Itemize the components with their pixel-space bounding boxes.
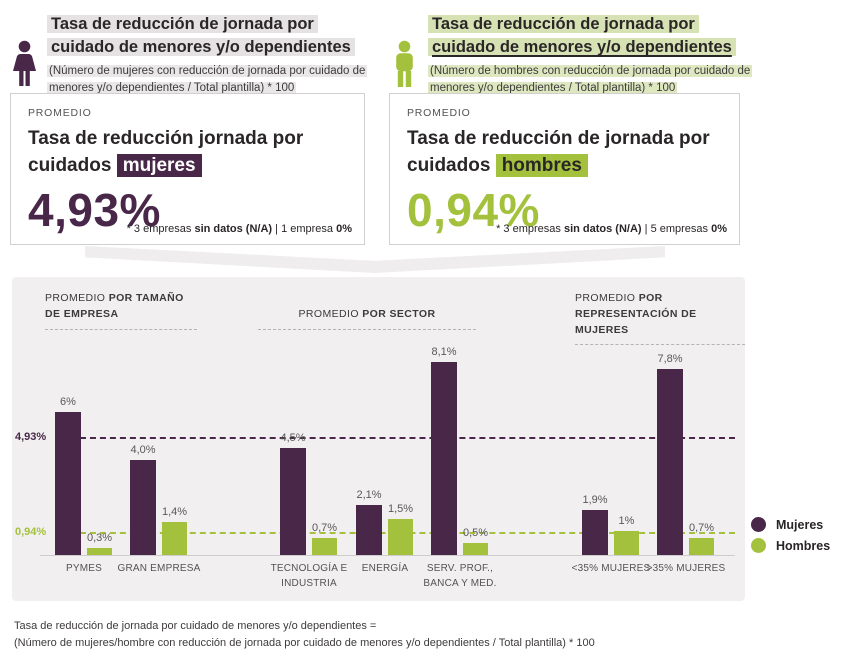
stat-label: PROMEDIO (28, 107, 92, 119)
legend: Mujeres Hombres (751, 517, 830, 559)
average-line-label: 4,93% (15, 431, 47, 443)
bar-mujeres (280, 448, 306, 555)
bar-hombres (614, 531, 639, 555)
group-header-tamano-empresa: PROMEDIO POR TAMAÑO DE EMPRESA (45, 291, 197, 330)
bar-value-label: 8,1% (431, 346, 457, 358)
category-label: ENERGÍA (361, 563, 409, 574)
stat-value-hombres: 0,94% (407, 183, 540, 236)
bar-value-label: 7,8% (657, 353, 683, 365)
stat-footnote: * 3 empresas sin datos (N/A) | 5 empresa… (496, 223, 727, 235)
man-icon (391, 40, 418, 99)
bar-value-label: 1,9% (582, 494, 608, 506)
x-axis-line (40, 555, 735, 556)
mujeres-highlight: mujeres (116, 153, 202, 177)
formula-footnote: Tasa de reducción de jornada por cuidado… (14, 618, 595, 652)
average-line-label: 0,94% (15, 526, 47, 538)
stat-title: Tasa de reducción de jornada por cuidado… (407, 128, 710, 177)
woman-icon (9, 40, 40, 99)
bar-value-label: 0,7% (688, 522, 715, 534)
bar-value-label: 0,5% (462, 527, 489, 539)
stat-value-mujeres: 4,93% (28, 183, 161, 236)
bar-hombres (87, 548, 112, 555)
bar-value-label: 2,1% (356, 489, 382, 501)
header-right: Tasa de reducción de jornada por cuidado… (428, 13, 753, 96)
hombres-dot-icon (751, 538, 766, 553)
category-label: PYMES (65, 563, 102, 574)
legend-item-mujeres: Mujeres (751, 517, 830, 532)
bar-hombres (162, 522, 187, 555)
header-left-title-line2: cuidado de menores y/o dependientes (47, 36, 382, 59)
group-header-representacion: PROMEDIO POR REPRESENTACIÓN DE MUJERES (575, 291, 745, 346)
bar-hombres (388, 519, 413, 555)
legend-label: Mujeres (776, 517, 824, 532)
bar-value-label: 4,5% (280, 432, 306, 444)
header-left-title-line1: Tasa de reducción de jornada por (47, 13, 382, 36)
category-label: >35% MUJERES (646, 563, 726, 574)
stat-box-hombres: PROMEDIO Tasa de reducción de jornada po… (389, 93, 740, 245)
bar-value-label: 1,4% (161, 506, 188, 518)
bar-mujeres (130, 460, 156, 555)
formula-line1: Tasa de reducción de jornada por cuidado… (14, 620, 377, 632)
legend-label: Hombres (776, 538, 831, 553)
category-label: GRAN EMPRESA (117, 563, 201, 574)
bar-mujeres (582, 510, 608, 555)
plot-area: 4,93% 0,94% 6% 0,3% PYMES 4,0% 1,4% GRAN EMPRES… (12, 277, 745, 589)
average-line-mujeres (60, 437, 735, 439)
bar-mujeres (55, 412, 81, 555)
header-right-subtitle: (Número de hombres con reducción de jorn… (428, 64, 753, 94)
bar-mujeres (657, 369, 683, 555)
bar-hombres (463, 543, 488, 555)
stat-footnote: * 3 empresas sin datos (N/A) | 1 empresa… (126, 223, 352, 235)
header-right-title-line1: Tasa de reducción de jornada por (428, 13, 753, 36)
stat-label: PROMEDIO (407, 107, 471, 119)
header-right-title-line2: cuidado de menores y/o dependientes (428, 36, 753, 59)
category-label: <35% MUJERES (571, 563, 651, 574)
bar-value-label: 0,3% (86, 532, 113, 544)
category-label: TECNOLOGÍA E INDUSTRIA (270, 563, 348, 589)
category-label: SERV. PROF., BANCA Y MED. (423, 563, 497, 589)
bar-mujeres (356, 505, 382, 555)
header-left-subtitle: (Número de mujeres con reducción de jorn… (47, 64, 368, 94)
formula-line2: (Número de mujeres/hombre con reducción … (14, 637, 595, 650)
bar-chart-panel: PROMEDIO POR TAMAÑO DE EMPRESA PROMEDIO … (12, 277, 745, 601)
mujeres-dot-icon (751, 517, 766, 532)
hombres-highlight: hombres (495, 153, 588, 177)
bar-value-label: 1,5% (387, 503, 414, 515)
stat-title: Tasa de reducción jornada por cuidados m… (28, 128, 304, 177)
bar-hombres (312, 538, 337, 555)
header-left: Tasa de reducción de jornada por cuidado… (47, 13, 382, 96)
funnel-arrow (85, 246, 665, 273)
bar-value-label: 4,0% (130, 444, 156, 456)
bar-hombres (689, 538, 714, 555)
bar-value-label: 0,7% (311, 522, 338, 534)
group-header-sector: PROMEDIO POR SECTOR (258, 291, 476, 330)
bar-value-label: 1% (618, 515, 635, 527)
bar-value-label: 6% (60, 396, 76, 408)
legend-item-hombres: Hombres (751, 538, 830, 553)
stat-box-mujeres: PROMEDIO Tasa de reducción jornada por c… (10, 93, 365, 245)
bar-mujeres (431, 362, 457, 555)
